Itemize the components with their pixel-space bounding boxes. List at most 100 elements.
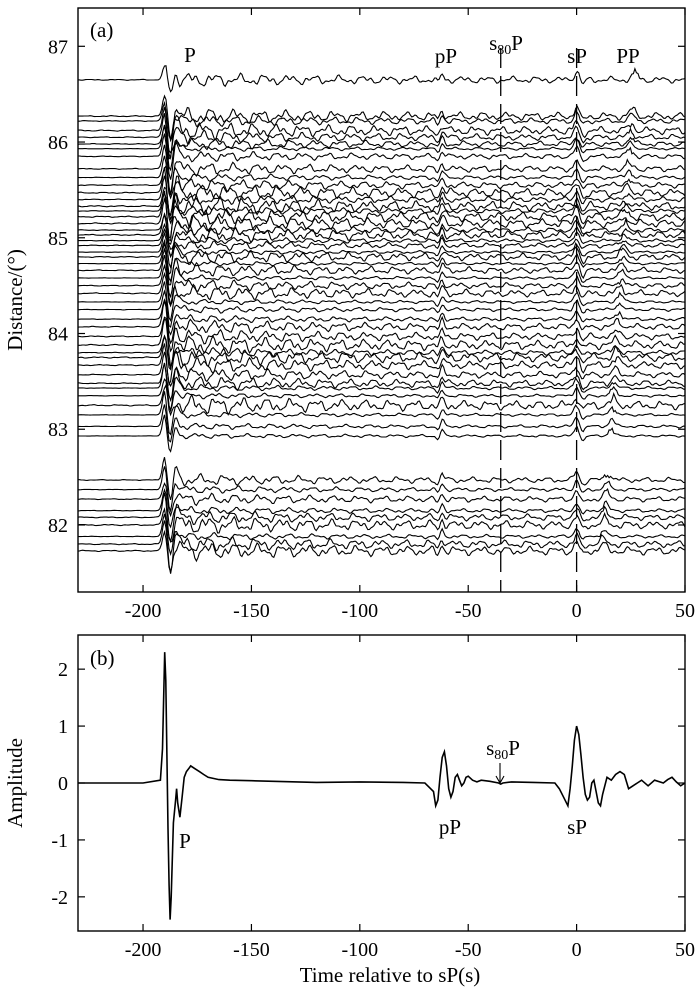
y-tick-label: 82: [48, 515, 68, 537]
seismogram-trace: [77, 383, 686, 417]
seismogram-trace: [78, 520, 685, 574]
seismogram-trace: [78, 124, 686, 172]
seismogram-trace: [77, 144, 686, 196]
x-tick-label: -50: [455, 600, 482, 622]
panel-a-frame: [77, 7, 686, 593]
x-tick-label: 50: [675, 939, 695, 961]
seismogram-trace: [77, 492, 686, 544]
panel-b-y-ticks: -2 -1 0 1 2: [51, 659, 685, 909]
seismogram-trace: [77, 363, 686, 403]
seismogram-trace: [77, 298, 686, 336]
record-section-traces: [77, 65, 686, 575]
seismogram-trace: [77, 196, 686, 239]
seismogram-trace: [78, 107, 686, 161]
seismogram-trace: [77, 113, 686, 160]
seismogram-trace: [77, 482, 686, 518]
phase-marker-dashes: [500, 48, 578, 592]
phase-label-sp: sP: [567, 44, 587, 68]
x-tick-label: -150: [233, 600, 270, 622]
seismogram-trace: [77, 65, 686, 93]
panel-b-x-ticks: -200 -150 -100 -50 0 50: [125, 635, 695, 961]
x-tick-label: 50: [675, 600, 695, 622]
x-tick-label: -100: [341, 600, 378, 622]
seismogram-trace: [77, 155, 686, 196]
x-tick-label: -100: [341, 939, 378, 961]
phase-label-b: P: [179, 829, 191, 853]
seismogram-trace: [78, 318, 686, 370]
panel-b-label: (b): [90, 646, 115, 670]
seismogram-trace: [78, 231, 686, 270]
phase-label-p: P: [184, 43, 196, 67]
seismogram-trace: [77, 300, 686, 345]
s80p-arrow: [495, 763, 505, 785]
panel-b-y-axis-label: Amplitude: [3, 738, 27, 828]
seismogram-trace: [77, 212, 686, 245]
phase-label-pp: pP: [435, 44, 457, 68]
y-tick-label: 85: [48, 228, 68, 250]
seismogram-trace: [77, 241, 686, 283]
seismogram-trace: [77, 164, 686, 200]
seismogram-trace: [77, 222, 686, 259]
seismogram-trace: [78, 281, 686, 323]
seismogram-trace: [78, 94, 686, 143]
panel-b-x-axis-label: Time relative to sP(s): [300, 963, 481, 987]
phase-label-pp: PP: [616, 44, 639, 68]
x-tick-label: 0: [572, 939, 582, 961]
y-tick-label: 1: [58, 716, 68, 738]
panel-b-phase-labels: PpP s80P sP: [179, 736, 587, 853]
y-tick-label: 87: [48, 36, 68, 58]
seismogram-trace: [77, 466, 686, 514]
y-tick-label: -1: [51, 830, 68, 852]
seismogram-trace: [78, 175, 686, 217]
seismogram-trace: [77, 190, 686, 242]
seismogram-trace: [77, 343, 686, 387]
phase-label-s80p: s80P: [489, 31, 523, 58]
panel-a-y-axis-label: Distance/(°): [3, 249, 27, 351]
panel-a-distance-plot: -200 -150 -100 -50 0 50 82 83 84 85 86 87 (a) Dist…: [3, 7, 695, 622]
panel-b-amplitude-plot: -200 -150 -100 -50 0 50 -2 -1 0 1 2 (b) Amplitude…: [3, 634, 695, 987]
seismogram-trace: [78, 404, 686, 443]
x-tick-label: -200: [125, 939, 162, 961]
seismogram-trace: [78, 289, 685, 329]
x-tick-label: -200: [125, 600, 162, 622]
seismogram-trace: [77, 414, 686, 453]
y-tick-label: 86: [48, 132, 68, 154]
seismogram-trace: [77, 167, 686, 217]
seismogram-trace: [77, 247, 686, 286]
seismogram-trace: [78, 133, 686, 180]
y-tick-label: 2: [58, 659, 68, 681]
seismogram-trace: [77, 529, 686, 575]
seismogram-trace: [78, 362, 686, 411]
x-tick-label: -50: [455, 939, 482, 961]
phase-label-b: s80P: [486, 736, 520, 763]
seismogram-trace: [77, 507, 686, 543]
seismogram-trace: [77, 457, 686, 501]
seismogram-trace: [77, 391, 686, 436]
y-tick-label: 83: [48, 419, 68, 441]
seismogram-trace: [77, 334, 686, 371]
seismogram-trace: [78, 378, 686, 413]
phase-label-b: pP: [439, 815, 461, 839]
x-tick-label: 0: [572, 600, 582, 622]
panel-a-label: (a): [90, 18, 113, 42]
phase-label-b: sP: [567, 815, 587, 839]
y-tick-label: 84: [48, 324, 68, 346]
seismogram-trace: [77, 227, 686, 258]
stacked-waveform-line: [78, 652, 686, 920]
x-tick-label: -150: [233, 939, 270, 961]
y-tick-label: 0: [58, 773, 68, 795]
seismogram-trace: [77, 125, 686, 154]
panel-a-y-ticks: 82 83 84 85 86 87: [48, 36, 685, 537]
seismogram-trace: [77, 316, 686, 353]
seismogram-trace: [77, 351, 686, 388]
seismogram-trace: [77, 254, 686, 299]
seismogram-trace: [78, 100, 685, 142]
seismogram-trace: [77, 238, 686, 276]
seismogram-trace: [77, 263, 686, 307]
seismogram-trace: [77, 191, 686, 225]
seismogram-trace: [77, 212, 686, 250]
y-tick-label: -2: [51, 887, 68, 909]
panel-a-x-ticks: -200 -150 -100 -50 0 50: [125, 8, 695, 622]
